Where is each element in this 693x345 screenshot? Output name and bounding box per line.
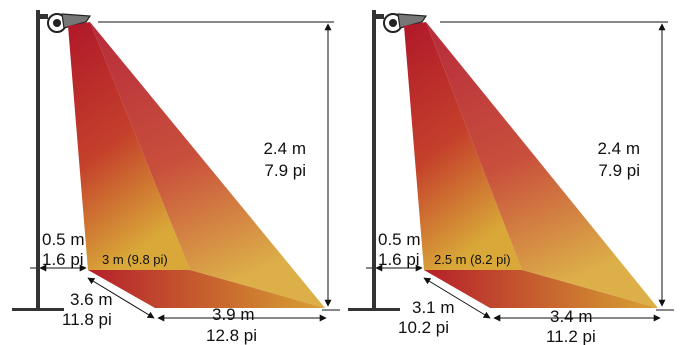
depth-dimension-line bbox=[423, 277, 491, 319]
heat-cone-left bbox=[68, 22, 190, 270]
width-ft-label: 11.2 pi bbox=[546, 327, 596, 345]
heat-cone-right bbox=[426, 22, 658, 308]
width-ft-label: 12.8 pi bbox=[206, 326, 257, 345]
width-m-label: 3.9 m bbox=[212, 305, 255, 324]
offset-ft-label: 1.6 pi bbox=[42, 250, 84, 269]
inner-width-label: 2.5 m (8.2 pi) bbox=[434, 252, 511, 267]
heater-icon bbox=[374, 13, 428, 33]
pole-base bbox=[348, 308, 400, 311]
height-m-label: 2.4 m bbox=[263, 139, 306, 158]
height-ft-label: 7.9 pi bbox=[598, 161, 640, 180]
pole bbox=[372, 10, 376, 310]
inner-width-label: 3 m (9.8 pi) bbox=[102, 252, 168, 267]
depth-m-label: 3.6 m bbox=[70, 290, 113, 309]
diagram-1: 2.4 m 7.9 pi 0.5 m 1.6 pi 3 m (9.8 pi) 3… bbox=[12, 10, 340, 345]
pole bbox=[36, 10, 40, 310]
height-m-label: 2.4 m bbox=[597, 139, 640, 158]
heat-cone-left bbox=[404, 22, 522, 270]
offset-m-label: 0.5 m bbox=[42, 230, 85, 249]
pole-base bbox=[12, 308, 64, 311]
offset-ft-label: 1.6 pi bbox=[378, 250, 420, 269]
depth-ft-label: 11.8 pi bbox=[62, 310, 112, 329]
heat-cone-right bbox=[90, 22, 325, 308]
width-m-label: 3.4 m bbox=[550, 307, 593, 326]
diagram-2: 2.4 m 7.9 pi 0.5 m 1.6 pi 2.5 m (8.2 pi)… bbox=[348, 10, 674, 345]
depth-dimension-line bbox=[87, 277, 155, 319]
height-ft-label: 7.9 pi bbox=[264, 161, 306, 180]
heater-icon bbox=[38, 13, 92, 33]
offset-m-label: 0.5 m bbox=[378, 230, 421, 249]
depth-ft-label: 10.2 pi bbox=[398, 318, 449, 337]
depth-m-label: 3.1 m bbox=[412, 298, 455, 317]
